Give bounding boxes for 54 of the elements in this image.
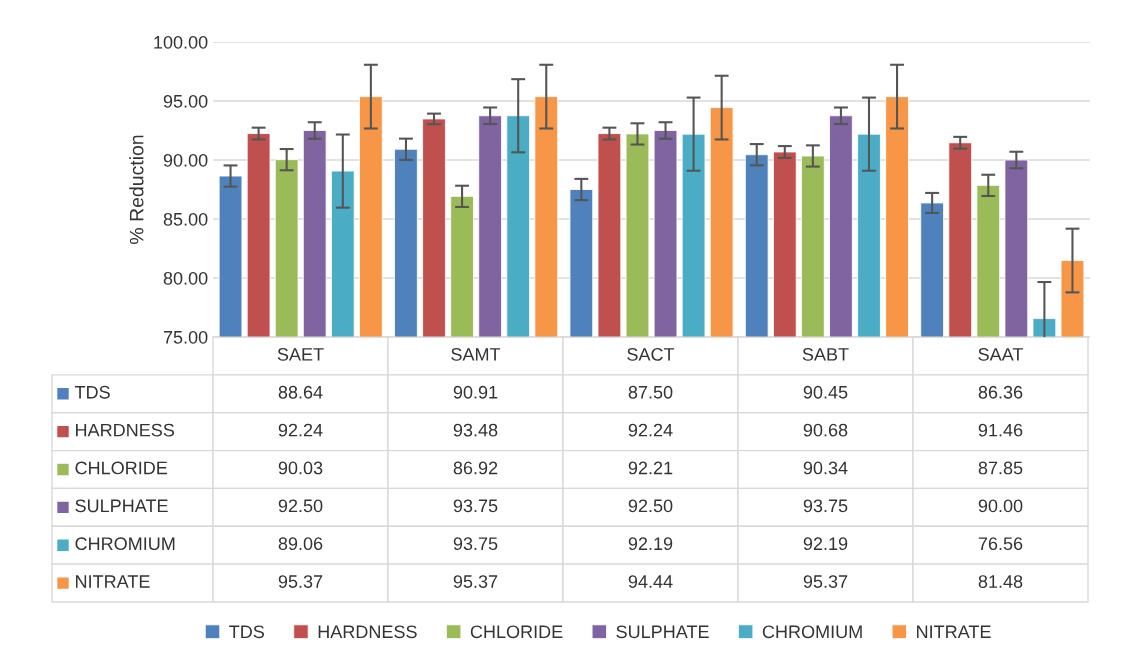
- data-label: 93.75: [803, 499, 848, 513]
- text: HARDNESS: [76, 423, 175, 437]
- data-label: 90.03: [278, 461, 323, 475]
- data-label: 86.36: [978, 385, 1023, 399]
- x-tick-label: SAMT: [451, 347, 501, 361]
- data-label: 95.37: [803, 575, 848, 588]
- data-label: 90.68: [803, 423, 848, 437]
- text: NITRATE: [76, 575, 150, 588]
- text: CHROMIUM: [75, 537, 175, 551]
- legend-label: SULPHATE: [616, 625, 709, 639]
- data-label: 93.48: [453, 423, 498, 437]
- data-label: 90.34: [803, 461, 848, 475]
- data-label: 86.92: [453, 461, 498, 475]
- text: TDS: [74, 385, 110, 399]
- x-tick-label: SABT: [802, 347, 849, 361]
- data-label: 95.37: [278, 575, 323, 588]
- data-label: 93.75: [453, 537, 498, 551]
- legend-label: CHLORIDE: [470, 625, 563, 639]
- y-tick-label: 85.00: [163, 212, 208, 226]
- x-tick-label: SACT: [627, 347, 675, 361]
- data-label: 90.00: [978, 499, 1023, 513]
- data-label: 81.48: [978, 575, 1023, 588]
- data-label: 94.44: [628, 575, 673, 588]
- x-tick-label: SAAT: [978, 347, 1023, 361]
- data-label: 91.46: [978, 423, 1023, 437]
- data-label: 92.19: [803, 537, 848, 551]
- data-label: 92.50: [628, 499, 673, 513]
- legend-label: NITRATE: [917, 625, 991, 638]
- y-tick-label: 75.00: [163, 330, 208, 344]
- data-label: 92.24: [628, 423, 673, 437]
- y-tick-label: 80.00: [163, 271, 208, 285]
- data-label: 93.75: [453, 499, 498, 513]
- legend-label: TDS: [229, 625, 265, 639]
- legend-label: HARDNESS: [318, 625, 417, 639]
- data-label: 90.91: [453, 385, 498, 399]
- text: CHLORIDE: [75, 461, 168, 475]
- data-label: 87.85: [978, 461, 1023, 475]
- y-tick-label: 100.00: [154, 35, 208, 49]
- data-label: 92.19: [628, 537, 673, 551]
- data-label: 92.21: [628, 461, 673, 475]
- text: SULPHATE: [75, 499, 168, 513]
- y-tick-label: 95.00: [163, 94, 208, 108]
- legend-label: CHROMIUM: [762, 625, 862, 639]
- x-tick-label: SAET: [277, 347, 324, 361]
- data-label: 76.56: [978, 537, 1023, 551]
- data-label: 90.45: [803, 385, 848, 399]
- data-label: 92.50: [278, 499, 323, 513]
- data-label: 88.64: [278, 385, 323, 399]
- y-axis-title: % Reduction: [129, 135, 144, 244]
- data-label: 92.24: [278, 423, 323, 437]
- y-tick-label: 90.00: [163, 153, 208, 167]
- data-label: 95.37: [453, 575, 498, 588]
- data-label: 87.50: [628, 385, 673, 399]
- data-label: 89.06: [278, 537, 323, 551]
